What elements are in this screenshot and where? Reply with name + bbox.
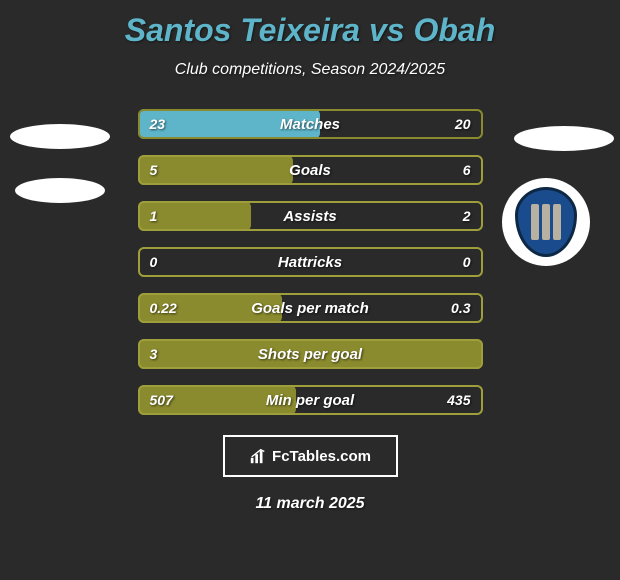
bar-label: Hattricks (278, 254, 342, 271)
bar-right-value: 6 (463, 162, 471, 178)
stat-bar: 0 Hattricks 0 (138, 247, 483, 277)
shield-icon (515, 187, 577, 257)
bar-right-value: 435 (447, 392, 470, 408)
stat-bar: 5 Goals 6 (138, 155, 483, 185)
bar-label: Shots per goal (258, 346, 362, 363)
logo-text: FcTables.com (272, 448, 371, 465)
bar-label: Goals (289, 162, 331, 179)
chart-icon (249, 447, 267, 465)
stat-bar: 507 Min per goal 435 (138, 385, 483, 415)
bar-left-value: 507 (150, 392, 173, 408)
bar-left-value: 0 (150, 254, 158, 270)
fctables-logo: FcTables.com (223, 435, 398, 477)
player-left-club-placeholder (15, 178, 105, 203)
stat-bar: 0.22 Goals per match 0.3 (138, 293, 483, 323)
date-text: 11 march 2025 (0, 495, 620, 513)
bar-left-value: 1 (150, 208, 158, 224)
player-right-club-badge (502, 178, 590, 266)
bar-right-value: 2 (463, 208, 471, 224)
bar-left-value: 0.22 (150, 300, 177, 316)
bar-right-value: 20 (455, 116, 471, 132)
bar-label: Goals per match (251, 300, 369, 317)
bar-right-value: 0 (463, 254, 471, 270)
bar-label: Matches (280, 116, 340, 133)
bars-container: 23Matches205Goals61Assists20Hattricks00.… (138, 109, 483, 415)
page-title: Santos Teixeira vs Obah (0, 0, 620, 49)
bar-label: Assists (283, 208, 336, 225)
player-right-photo-placeholder (514, 126, 614, 151)
stat-bar: 3 Shots per goal (138, 339, 483, 369)
subtitle: Club competitions, Season 2024/2025 (0, 61, 620, 79)
bar-left-value: 3 (150, 346, 158, 362)
stat-bar: 23 Matches 20 (138, 109, 483, 139)
bar-right-value: 0.3 (451, 300, 470, 316)
bar-label: Min per goal (266, 392, 354, 409)
stat-bar: 1 Assists 2 (138, 201, 483, 231)
player-left-photo-placeholder (10, 124, 110, 149)
bar-left-value: 23 (150, 116, 166, 132)
bar-left-value: 5 (150, 162, 158, 178)
